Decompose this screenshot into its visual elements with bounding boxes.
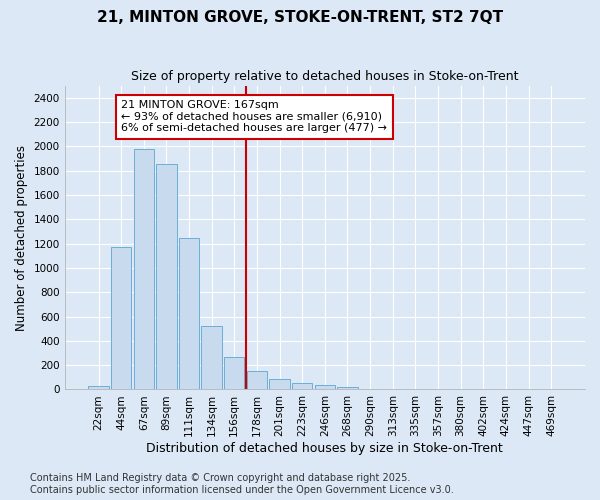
Bar (292, 383, 313, 390)
X-axis label: Distribution of detached houses by size in Stoke-on-Trent: Distribution of detached houses by size … (146, 442, 503, 455)
Bar (247, 371, 267, 390)
Bar (224, 356, 244, 390)
Bar (202, 326, 222, 390)
Y-axis label: Number of detached properties: Number of detached properties (15, 144, 28, 330)
Bar (314, 384, 335, 390)
Bar (337, 388, 358, 390)
Bar (156, 164, 176, 390)
Bar (111, 247, 131, 390)
Title: Size of property relative to detached houses in Stoke-on-Trent: Size of property relative to detached ho… (131, 70, 518, 83)
Text: 21 MINTON GROVE: 167sqm
← 93% of detached houses are smaller (6,910)
6% of semi-: 21 MINTON GROVE: 167sqm ← 93% of detache… (121, 100, 387, 134)
Bar (269, 378, 290, 390)
Bar (134, 149, 154, 390)
Text: 21, MINTON GROVE, STOKE-ON-TRENT, ST2 7QT: 21, MINTON GROVE, STOKE-ON-TRENT, ST2 7Q… (97, 10, 503, 25)
Bar (179, 238, 199, 390)
Bar (88, 386, 109, 390)
Text: Contains HM Land Registry data © Crown copyright and database right 2025.
Contai: Contains HM Land Registry data © Crown c… (30, 474, 454, 495)
